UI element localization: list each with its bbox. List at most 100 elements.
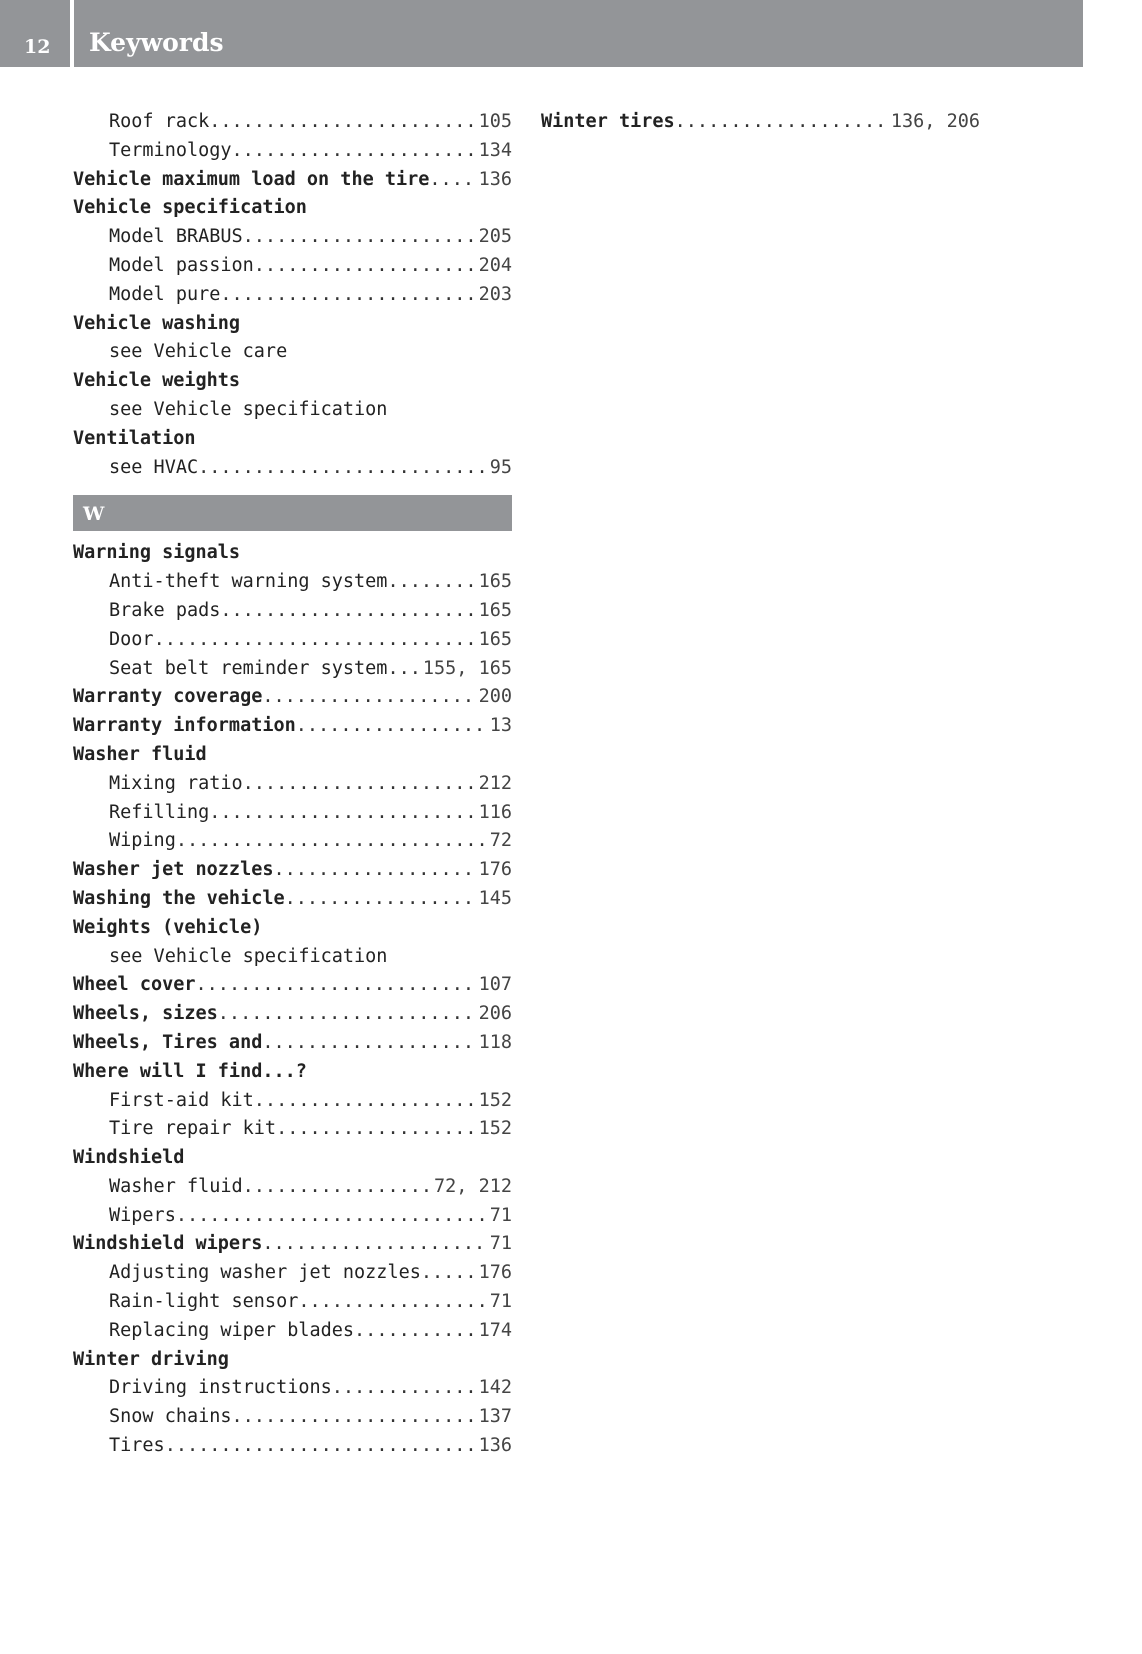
index-subentry: Model BRABUS 205 <box>73 226 512 255</box>
page-reference: 71 <box>489 1233 512 1255</box>
page-reference: 105 <box>478 111 512 132</box>
entry-text: Model BRABUS <box>109 226 243 248</box>
index-subentry: Refilling 116 <box>73 802 512 831</box>
page-reference: 13 <box>489 715 512 737</box>
entry-text: Vehicle maximum load on the tire <box>73 168 430 190</box>
dot-leader <box>254 1090 473 1111</box>
index-subentry: First-aid kit 152 <box>73 1090 512 1119</box>
entry-text: Wheels, sizes <box>73 1003 218 1025</box>
index-subentry: Anti-theft warning system 165 <box>73 571 512 600</box>
index-entry: Warranty coverage 200 <box>73 686 512 715</box>
page-reference: 136, 206 <box>890 111 980 132</box>
entry-text: Warranty information <box>73 715 296 737</box>
dot-leader <box>296 715 484 736</box>
entry-text: see Vehicle specification <box>109 398 388 420</box>
entry-text: Door <box>109 628 154 650</box>
page-reference: 116 <box>478 801 512 823</box>
index-subentry: see Vehicle care <box>73 341 512 370</box>
dot-leader <box>254 255 473 276</box>
entry-text: see Vehicle care <box>109 341 288 363</box>
page-reference: 165 <box>478 571 512 593</box>
index-subentry: Wipers 71 <box>73 1205 512 1234</box>
entry-text: Winter tires <box>541 111 675 132</box>
entry-text: Windshield wipers <box>73 1233 263 1255</box>
entry-text: Washer fluid <box>109 1175 243 1197</box>
page-reference: 204 <box>478 254 512 276</box>
index-subentry: Roof rack 105 <box>73 111 512 140</box>
index-entry: Vehicle washing <box>73 313 512 342</box>
index-subentry: see Vehicle specification <box>73 399 512 428</box>
entry-text: Seat belt reminder system <box>109 657 388 679</box>
entry-text: Anti-theft warning system <box>109 571 388 593</box>
entry-text: Driving instructions <box>109 1377 332 1399</box>
entry-text: Vehicle washing <box>73 312 241 334</box>
dot-leader <box>429 169 472 190</box>
index-column-right: Winter tires 136, 206 <box>541 111 980 140</box>
entry-text: Model pure <box>109 283 221 305</box>
entry-text: Wheel cover <box>73 974 196 996</box>
index-entry: Ventilation <box>73 428 512 457</box>
index-subentry: Wiping 72 <box>73 830 512 859</box>
index-subentry: Adjusting washer jet nozzles 176 <box>73 1262 512 1291</box>
entry-text: Wheels, Tires and <box>73 1031 263 1053</box>
dot-leader <box>387 658 416 679</box>
page-reference: 174 <box>478 1319 512 1341</box>
section-letter-header: W <box>73 495 512 532</box>
index-subentry: Snow chains 137 <box>73 1406 512 1435</box>
entry-text: Warning signals <box>73 542 241 564</box>
dot-leader <box>232 1406 473 1427</box>
entry-text: Refilling <box>109 801 210 823</box>
entry-text: see HVAC <box>109 456 199 478</box>
dot-leader <box>243 1176 428 1197</box>
index-entry: Washer fluid <box>73 744 512 773</box>
dot-leader <box>421 1262 473 1283</box>
index-subentry: see HVAC 95 <box>73 457 512 486</box>
page-reference: 136 <box>478 168 512 190</box>
entry-text: Adjusting washer jet nozzles <box>109 1262 421 1284</box>
entry-text: Mixing ratio <box>109 772 243 794</box>
index-entry: Windshield <box>73 1147 512 1176</box>
index-subentry: Tire repair kit 152 <box>73 1118 512 1147</box>
page-reference: 145 <box>478 887 512 909</box>
dot-leader <box>354 1320 473 1341</box>
page-title: Keywords <box>89 28 224 57</box>
index-entry: Vehicle weights <box>73 370 512 399</box>
index-subentry: Seat belt reminder system 155, 165 <box>73 658 512 687</box>
index-entry: Winter tires 136, 206 <box>541 111 980 140</box>
index-subentry: see Vehicle specification <box>73 946 512 975</box>
dot-leader <box>273 859 472 880</box>
page-reference: 118 <box>478 1031 512 1053</box>
entry-text: Terminology <box>109 139 232 161</box>
dot-leader <box>165 1435 473 1456</box>
page-reference: 71 <box>489 1291 512 1313</box>
index-entry: Washer jet nozzles 176 <box>73 859 512 888</box>
dot-leader <box>154 629 473 650</box>
entry-text: Model passion <box>109 254 254 276</box>
page-number-tab: 12 <box>0 0 70 67</box>
page-reference: 142 <box>478 1377 512 1399</box>
page-reference: 205 <box>478 226 512 248</box>
index-entry: Wheels, Tires and 118 <box>73 1032 512 1061</box>
page-reference: 155, 165 <box>422 657 512 679</box>
index-entry: Warning signals <box>73 542 512 571</box>
page-number: 12 <box>24 36 51 58</box>
index-subentry: Replacing wiper blades 174 <box>73 1320 512 1349</box>
entry-text: Warranty coverage <box>73 686 263 708</box>
dot-leader <box>220 600 472 621</box>
index-subentry: Driving instructions 142 <box>73 1377 512 1406</box>
entry-text: Rain-light sensor <box>109 1291 299 1313</box>
dot-leader <box>218 1003 473 1024</box>
index-column-left: Roof rack 105 Terminology 134 Vehicle maximu… <box>73 111 512 1464</box>
index-entry: Warranty information 13 <box>73 715 512 744</box>
page-reference: 176 <box>478 859 512 881</box>
entry-text: Winter driving <box>73 1348 229 1370</box>
entry-text: Wipers <box>109 1204 176 1226</box>
index-entry: Vehicle maximum load on the tire 136 <box>73 169 512 198</box>
index-subentry: Rain-light sensor 71 <box>73 1291 512 1320</box>
index-entry: Windshield wipers 71 <box>73 1233 512 1262</box>
entry-text: Washer jet nozzles <box>73 859 274 881</box>
page-reference: 95 <box>489 456 512 478</box>
dot-leader <box>220 284 472 305</box>
page-reference: 136 <box>478 1435 512 1457</box>
page-reference: 107 <box>478 974 512 996</box>
